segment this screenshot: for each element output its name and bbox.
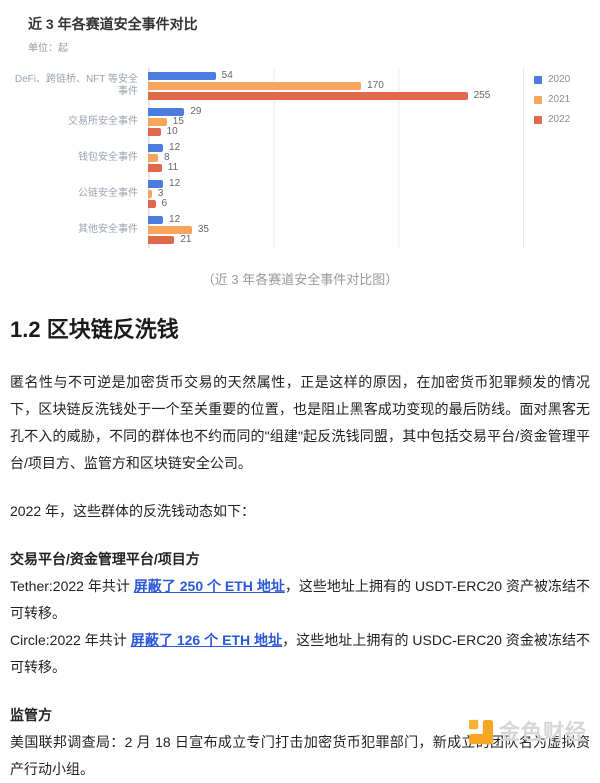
text-run: Circle:2022 年共计 <box>10 632 131 648</box>
security-events-chart: 近 3 年各赛道安全事件对比 单位：起 DeFi、跨链桥、NFT 等安全事件 54… <box>8 14 592 288</box>
bar-2022 <box>148 200 156 208</box>
bar-value-label: 8 <box>164 152 170 163</box>
bar-value-label: 3 <box>157 188 164 199</box>
bar-line: 12 <box>148 214 524 225</box>
bar-2020 <box>148 108 185 116</box>
bar-value-label: 54 <box>221 70 233 81</box>
category-label: DeFi、跨链桥、NFT 等安全事件 <box>14 73 138 98</box>
bar-2020 <box>148 144 164 152</box>
bar-value-label: 6 <box>161 198 168 209</box>
paragraph-circle: Circle:2022 年共计 屏蔽了 126 个 ETH 地址，这些地址上拥有… <box>10 627 590 681</box>
bar-2022 <box>148 128 161 136</box>
paragraph-aml-intro: 匿名性与不可逆是加密货币交易的天然属性，正是这样的原因，在加密货币犯罪频发的情况… <box>10 369 590 477</box>
paragraph-tether: Tether:2022 年共计 屏蔽了 250 个 ETH 地址，这些地址上拥有… <box>10 573 590 627</box>
category-bars: 29 15 10 <box>148 106 524 138</box>
legend-item-2021: 2021 <box>534 94 588 105</box>
bar-value-label: 255 <box>473 90 491 101</box>
legend-swatch <box>534 75 542 84</box>
text-run: Tether:2022 年共计 <box>10 578 134 594</box>
category-bars: 12 35 21 <box>148 214 524 246</box>
category-bars: 54 170 255 <box>148 70 524 102</box>
text-run: ，这些地址上拥有的 USDT-ERC20 资产被冻结不可转移。 <box>10 578 590 621</box>
bar-line: 29 <box>148 106 524 117</box>
bar-value-label: 29 <box>190 106 202 117</box>
bar-2021 <box>148 190 152 198</box>
legend-label: 2022 <box>548 114 571 125</box>
inline-link[interactable]: 屏蔽了 250 个 ETH 地址 <box>133 578 285 594</box>
jinse-logo-icon <box>468 719 494 745</box>
category-bars: 12 3 6 <box>148 178 524 210</box>
chart-rows: DeFi、跨链桥、NFT 等安全事件 54 170 255 交易所安全事件 29 15 10 钱… <box>8 68 524 248</box>
chart-plot-area: DeFi、跨链桥、NFT 等安全事件 54 170 255 交易所安全事件 29 15 10 钱… <box>8 68 592 248</box>
text-run: 监管方 <box>10 707 52 723</box>
article-page: 近 3 年各赛道安全事件对比 单位：起 DeFi、跨链桥、NFT 等安全事件 54… <box>8 14 592 777</box>
chart-category-row: 其他安全事件 12 35 21 <box>8 212 524 248</box>
bar-line: 15 <box>148 116 524 127</box>
bar-2021 <box>148 82 362 90</box>
subhead-trading-platforms: 交易平台/资金管理平台/项目方 <box>10 546 590 573</box>
legend-swatch <box>534 95 542 104</box>
bar-2021 <box>148 154 159 162</box>
text-run: ，这些地址上拥有的 USDC-ERC20 资金被冻结不可转移。 <box>10 632 591 675</box>
bar-value-label: 10 <box>166 126 178 137</box>
paragraph-2022-dynamics: 2022 年，这些群体的反洗钱动态如下： <box>10 498 590 525</box>
bar-2021 <box>148 226 192 234</box>
bar-2020 <box>148 72 216 80</box>
legend-label: 2021 <box>548 94 571 105</box>
chart-category-row: 钱包安全事件 12 8 11 <box>8 140 524 176</box>
bar-line: 35 <box>148 224 524 235</box>
bar-value-label: 12 <box>169 142 181 153</box>
chart-category-row: 交易所安全事件 29 15 10 <box>8 104 524 140</box>
bar-2022 <box>148 236 175 244</box>
watermark-text: 金色财经 <box>499 720 587 744</box>
chart-category-row: DeFi、跨链桥、NFT 等安全事件 54 170 255 <box>8 68 524 104</box>
bar-2022 <box>148 164 162 172</box>
bar-line: 54 <box>148 70 524 81</box>
section-heading: 1.2 区块链反洗钱 <box>10 317 179 342</box>
legend-item-2022: 2022 <box>534 114 588 125</box>
bar-value-label: 12 <box>169 214 181 225</box>
bar-2020 <box>148 180 164 188</box>
bar-line: 170 <box>148 80 524 91</box>
bar-line: 10 <box>148 126 524 137</box>
bar-2021 <box>148 118 167 126</box>
bar-2022 <box>148 92 468 100</box>
category-label: 其他安全事件 <box>78 223 138 235</box>
bar-line: 12 <box>148 142 524 153</box>
bar-line: 8 <box>148 152 524 163</box>
bar-line: 12 <box>148 178 524 189</box>
category-label: 交易所安全事件 <box>68 115 138 127</box>
bar-line: 3 <box>148 188 524 199</box>
chart-title: 近 3 年各赛道安全事件对比 <box>28 16 198 32</box>
bar-value-label: 35 <box>197 224 209 235</box>
text-run: 2022 年，这些群体的反洗钱动态如下： <box>10 503 256 519</box>
bar-line: 11 <box>148 162 524 173</box>
legend-swatch <box>534 115 542 124</box>
category-bars: 12 8 11 <box>148 142 524 174</box>
bar-value-label: 11 <box>167 162 179 173</box>
inline-link[interactable]: 屏蔽了 126 个 ETH 地址 <box>130 632 283 648</box>
category-label: 公链安全事件 <box>78 187 138 199</box>
text-run: 交易平台/资金管理平台/项目方 <box>10 551 200 567</box>
bar-value-label: 170 <box>367 80 384 91</box>
category-label: 钱包安全事件 <box>78 151 138 163</box>
chart-unit-label: 单位：起 <box>28 43 68 54</box>
chart-category-row: 公链安全事件 12 3 6 <box>8 176 524 212</box>
subhead-regulators: 监管方 <box>10 702 590 729</box>
legend-label: 2020 <box>548 74 571 85</box>
chart-caption: （近 3 年各赛道安全事件对比图） <box>201 272 399 287</box>
bar-value-label: 15 <box>172 116 184 127</box>
bar-2020 <box>148 216 164 224</box>
jinse-watermark: 金色财经 <box>468 719 587 745</box>
text-run: 匿名性与不可逆是加密货币交易的天然属性，正是这样的原因，在加密货币犯罪频发的情况… <box>10 374 590 471</box>
bar-value-label: 12 <box>169 178 181 189</box>
bar-line: 21 <box>148 234 524 245</box>
bar-line: 6 <box>148 198 524 209</box>
chart-legend: 2020 2021 2022 <box>534 68 588 248</box>
bar-value-label: 21 <box>180 234 192 245</box>
bar-line: 255 <box>148 90 524 101</box>
legend-item-2020: 2020 <box>534 74 588 85</box>
